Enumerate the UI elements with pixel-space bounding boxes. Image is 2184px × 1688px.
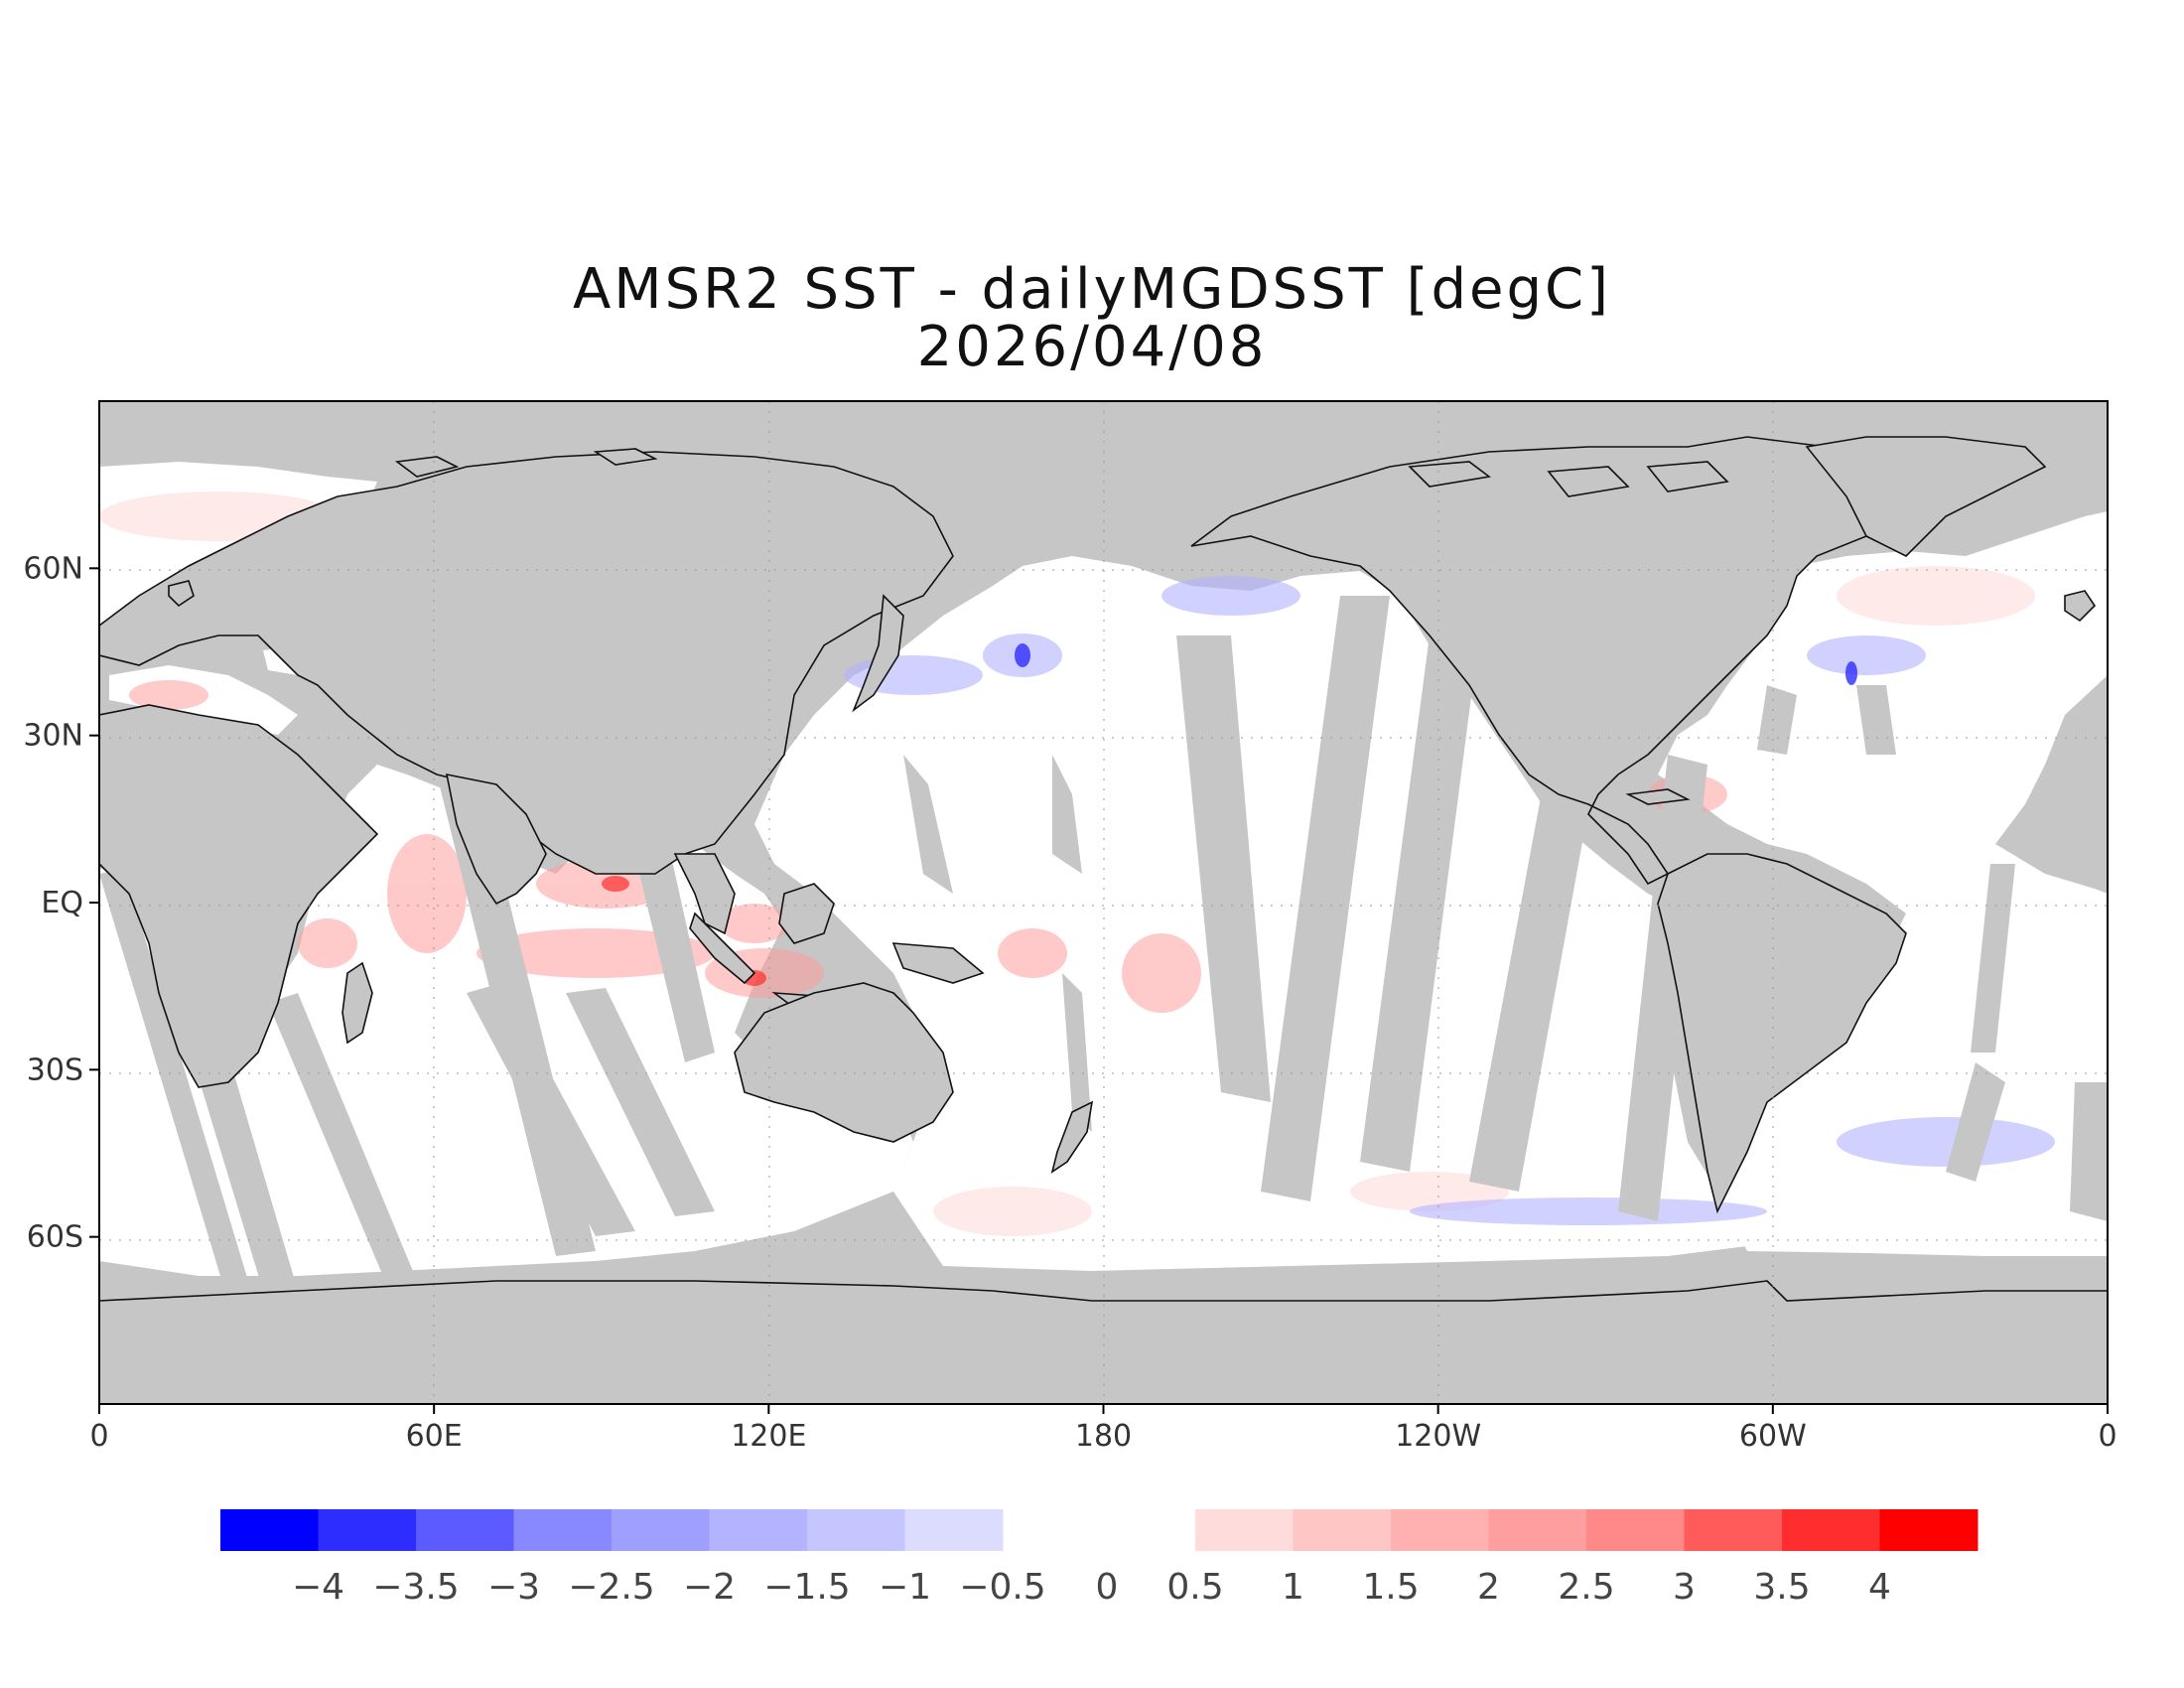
colorbar-negative bbox=[220, 1509, 1004, 1551]
colorbar-label-positive: 3.5 bbox=[1753, 1567, 1810, 1608]
colorbar-label-positive: 0.5 bbox=[1166, 1567, 1223, 1608]
colorbar: −4 −3.5 −3 −2.5 −2 −1.5 −1 −0.5 0 0.5 1 1.5 2 2.5 3 3.5… bbox=[220, 1509, 1979, 1608]
map-panel: 0 60E 120E 180 120W 60W 0 60N 30N EQ 30S 60S bbox=[23, 400, 2117, 1454]
figure-title: AMSR2 SST - dailyMGDSST [degC] bbox=[573, 257, 1611, 322]
colorbar-swatch-negative bbox=[807, 1509, 905, 1551]
colorbar-label-positive: 3 bbox=[1673, 1567, 1696, 1608]
lat-tick-label: EQ bbox=[41, 886, 83, 920]
colorbar-swatch-negative bbox=[220, 1509, 319, 1551]
colorbar-swatch-positive bbox=[1391, 1509, 1489, 1551]
colorbar-labels: −4 −3.5 −3 −2.5 −2 −1.5 −1 −0.5 0 0.5 1 1.5 2 2.5 3 3.5… bbox=[292, 1567, 1891, 1608]
lon-tick-label: 0 bbox=[2098, 1419, 2116, 1454]
lat-tick-label: 60N bbox=[23, 551, 83, 586]
missing-data-swaths bbox=[99, 596, 2108, 1291]
strong-warm-anomaly bbox=[602, 876, 766, 986]
colorbar-swatch-positive bbox=[1782, 1509, 1880, 1551]
lon-tick-label: 60E bbox=[406, 1419, 463, 1454]
colorbar-swatch-positive bbox=[1586, 1509, 1685, 1551]
lon-tick-label: 0 bbox=[89, 1419, 108, 1454]
colorbar-swatch-positive bbox=[1195, 1509, 1294, 1551]
longitude-axis: 0 60E 120E 180 120W 60W 0 bbox=[89, 1404, 2117, 1454]
warm-anomaly-patches bbox=[129, 680, 1727, 1013]
colorbar-label-positive: 1 bbox=[1282, 1567, 1304, 1608]
colorbar-label-negative: −4 bbox=[292, 1567, 344, 1608]
lat-tick-label: 30S bbox=[27, 1053, 83, 1087]
colorbar-swatch-negative bbox=[709, 1509, 808, 1551]
colorbar-swatch-negative bbox=[904, 1509, 1004, 1551]
colorbar-label-negative: −0.5 bbox=[959, 1567, 1045, 1608]
colorbar-label-negative: −3.5 bbox=[372, 1567, 459, 1608]
lon-tick-label: 120W bbox=[1395, 1419, 1481, 1454]
colorbar-label-negative: −2.5 bbox=[568, 1567, 654, 1608]
lon-tick-label: 180 bbox=[1075, 1419, 1132, 1454]
colorbar-swatch-positive bbox=[1293, 1509, 1392, 1551]
strong-cold-anomaly bbox=[1015, 643, 1857, 685]
colorbar-label-negative: −3 bbox=[487, 1567, 540, 1608]
latitude-axis: 60N 30N EQ 30S 60S bbox=[23, 551, 99, 1255]
lat-tick-label: 60S bbox=[27, 1220, 83, 1255]
colorbar-swatch-negative bbox=[416, 1509, 514, 1551]
colorbar-label-zero: 0 bbox=[1096, 1567, 1119, 1608]
colorbar-label-negative: −1.5 bbox=[763, 1567, 850, 1608]
lon-tick-label: 60W bbox=[1739, 1419, 1807, 1454]
lon-tick-label: 120E bbox=[731, 1419, 806, 1454]
colorbar-swatch-positive bbox=[1879, 1509, 1979, 1551]
colorbar-label-negative: −1 bbox=[879, 1567, 931, 1608]
figure-date: 2026/04/08 bbox=[917, 315, 1268, 379]
colorbar-swatch-negative bbox=[612, 1509, 710, 1551]
colorbar-label-positive: 4 bbox=[1868, 1567, 1891, 1608]
colorbar-swatch-positive bbox=[1488, 1509, 1587, 1551]
colorbar-label-positive: 2 bbox=[1477, 1567, 1500, 1608]
land-masses bbox=[99, 436, 2108, 1404]
colorbar-label-positive: 2.5 bbox=[1558, 1567, 1614, 1608]
graticule bbox=[99, 401, 2108, 1404]
lat-tick-label: 30N bbox=[23, 719, 83, 754]
colorbar-label-negative: −2 bbox=[683, 1567, 736, 1608]
colorbar-swatch-positive bbox=[1684, 1509, 1783, 1551]
colorbar-positive bbox=[1195, 1509, 1979, 1551]
colorbar-swatch-negative bbox=[513, 1509, 613, 1551]
colorbar-label-positive: 1.5 bbox=[1362, 1567, 1419, 1608]
colorbar-swatch-negative bbox=[318, 1509, 417, 1551]
